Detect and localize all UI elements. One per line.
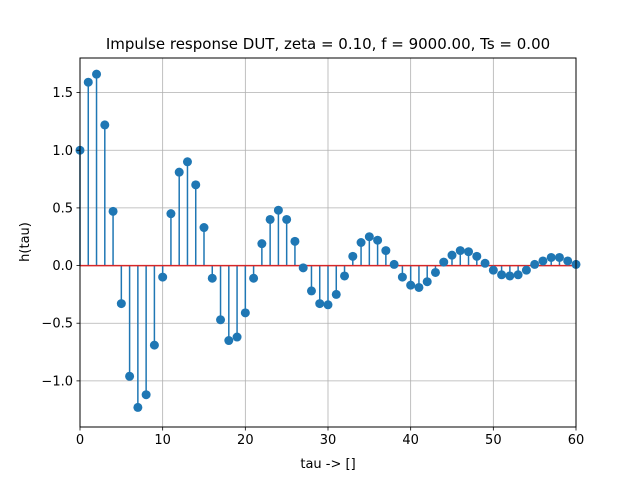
stem-marker (232, 332, 242, 342)
x-tick-label: 10 (154, 433, 171, 448)
y-tick-label: 1.5 (52, 86, 73, 101)
x-tick-label: 0 (76, 433, 84, 448)
stem-marker (505, 271, 515, 281)
stem-marker (125, 371, 135, 381)
x-axis-label: tau -> [] (300, 457, 355, 472)
stem-marker (497, 270, 507, 280)
stem-marker (538, 256, 548, 266)
y-tick-label: −1.0 (41, 374, 73, 389)
stem-marker (331, 289, 341, 299)
stem-marker (290, 236, 300, 246)
stem-marker (323, 300, 333, 310)
stem-marker (315, 299, 325, 309)
stem-marker (224, 336, 234, 346)
stem-marker (265, 214, 275, 224)
stem-marker (92, 69, 102, 79)
stem-marker (464, 247, 474, 257)
stem-marker (447, 250, 457, 260)
y-tick-label: 0.5 (52, 201, 73, 216)
stem-marker (116, 299, 126, 309)
stem-marker (406, 280, 416, 290)
chart-title: Impulse response DUT, zeta = 0.10, f = 9… (106, 35, 550, 53)
y-tick-label: 1.0 (52, 144, 73, 159)
stem-marker (439, 257, 449, 267)
stem-marker (364, 232, 374, 242)
stem-marker (249, 273, 259, 283)
x-tick-label: 20 (237, 433, 254, 448)
stem-marker (521, 265, 531, 275)
stem-marker (472, 251, 482, 261)
stem-marker (554, 252, 564, 262)
stem-marker (530, 259, 540, 269)
stem-marker (389, 259, 399, 269)
stem-marker (480, 258, 490, 268)
stem-marker (149, 340, 159, 350)
stem-marker (306, 286, 316, 296)
stem-marker (158, 272, 168, 282)
stem-marker (166, 209, 176, 219)
y-axis-label: h(tau) (18, 222, 33, 262)
stem-marker (141, 390, 151, 400)
stem-marker (182, 157, 192, 167)
y-tick-label: −0.5 (41, 317, 73, 332)
stem-marker (199, 223, 209, 233)
stem-marker (216, 315, 226, 325)
stem-marker (430, 267, 440, 277)
y-tick-label: 0.0 (52, 259, 73, 274)
stem-marker (257, 239, 267, 249)
stem-marker (133, 402, 143, 412)
stem-marker (191, 180, 201, 190)
stem-marker (298, 263, 308, 273)
stem-marker (373, 235, 383, 245)
stem-marker (83, 77, 93, 87)
ticks: 0 10 20 30 40 50 60 −1.0 −0.5 0.0 0.5 1.0 1.5 (41, 86, 584, 448)
stem-marker (108, 206, 118, 216)
stem-marker (381, 246, 391, 256)
stem-marker (100, 120, 110, 130)
stem-marker (563, 256, 573, 266)
stem-marker (422, 277, 432, 287)
x-tick-label: 40 (402, 433, 419, 448)
stem-marker (348, 251, 358, 261)
stem-marker (356, 238, 366, 247)
stem-marker (240, 308, 250, 318)
x-tick-label: 30 (320, 433, 337, 448)
stem-marker (488, 265, 498, 275)
x-tick-label: 50 (485, 433, 502, 448)
stem-marker (174, 167, 184, 177)
stem-marker (513, 270, 523, 280)
stem-marker (273, 205, 283, 215)
stem-marker (282, 214, 292, 224)
stem-marker (207, 273, 217, 283)
stem-marker (340, 271, 350, 281)
stem-marker (546, 252, 556, 262)
stem-marker (397, 272, 407, 282)
x-tick-label: 60 (568, 433, 585, 448)
stem-marker (414, 282, 424, 292)
stem-marker (455, 246, 465, 256)
markers (75, 69, 581, 412)
